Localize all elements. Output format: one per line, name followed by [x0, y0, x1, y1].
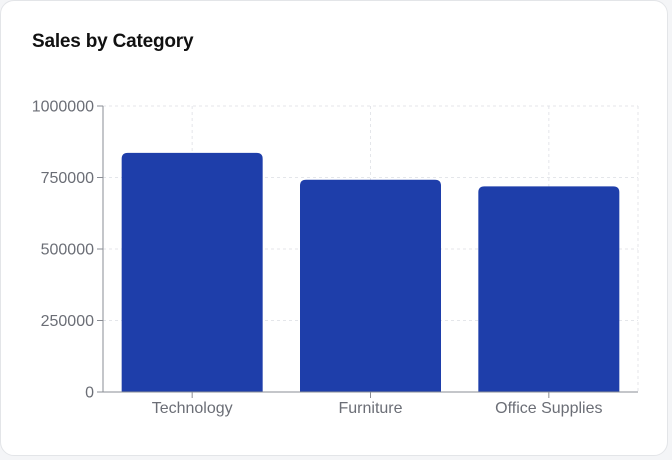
bar-furniture[interactable] [300, 179, 441, 392]
bar-office-supplies[interactable] [478, 186, 620, 392]
y-tick-label: 750000 [41, 170, 94, 187]
axes [97, 105, 638, 398]
y-tick-label: 250000 [41, 313, 94, 330]
y-tick-label: 1000000 [32, 99, 94, 116]
x-tick-label: Technology [152, 400, 233, 417]
x-tick-label: Office Supplies [495, 400, 602, 417]
bars [121, 152, 620, 392]
x-tick-labels: Technology Furniture Office Supplies [152, 400, 603, 417]
y-tick-label: 0 [85, 385, 94, 402]
y-tick-labels: 0 250000 500000 750000 1000000 [32, 99, 94, 402]
bar-technology[interactable] [121, 152, 263, 392]
card-title: Sales by Category [32, 31, 194, 52]
x-tick-label: Furniture [338, 400, 402, 417]
y-tick-label: 500000 [41, 242, 94, 259]
